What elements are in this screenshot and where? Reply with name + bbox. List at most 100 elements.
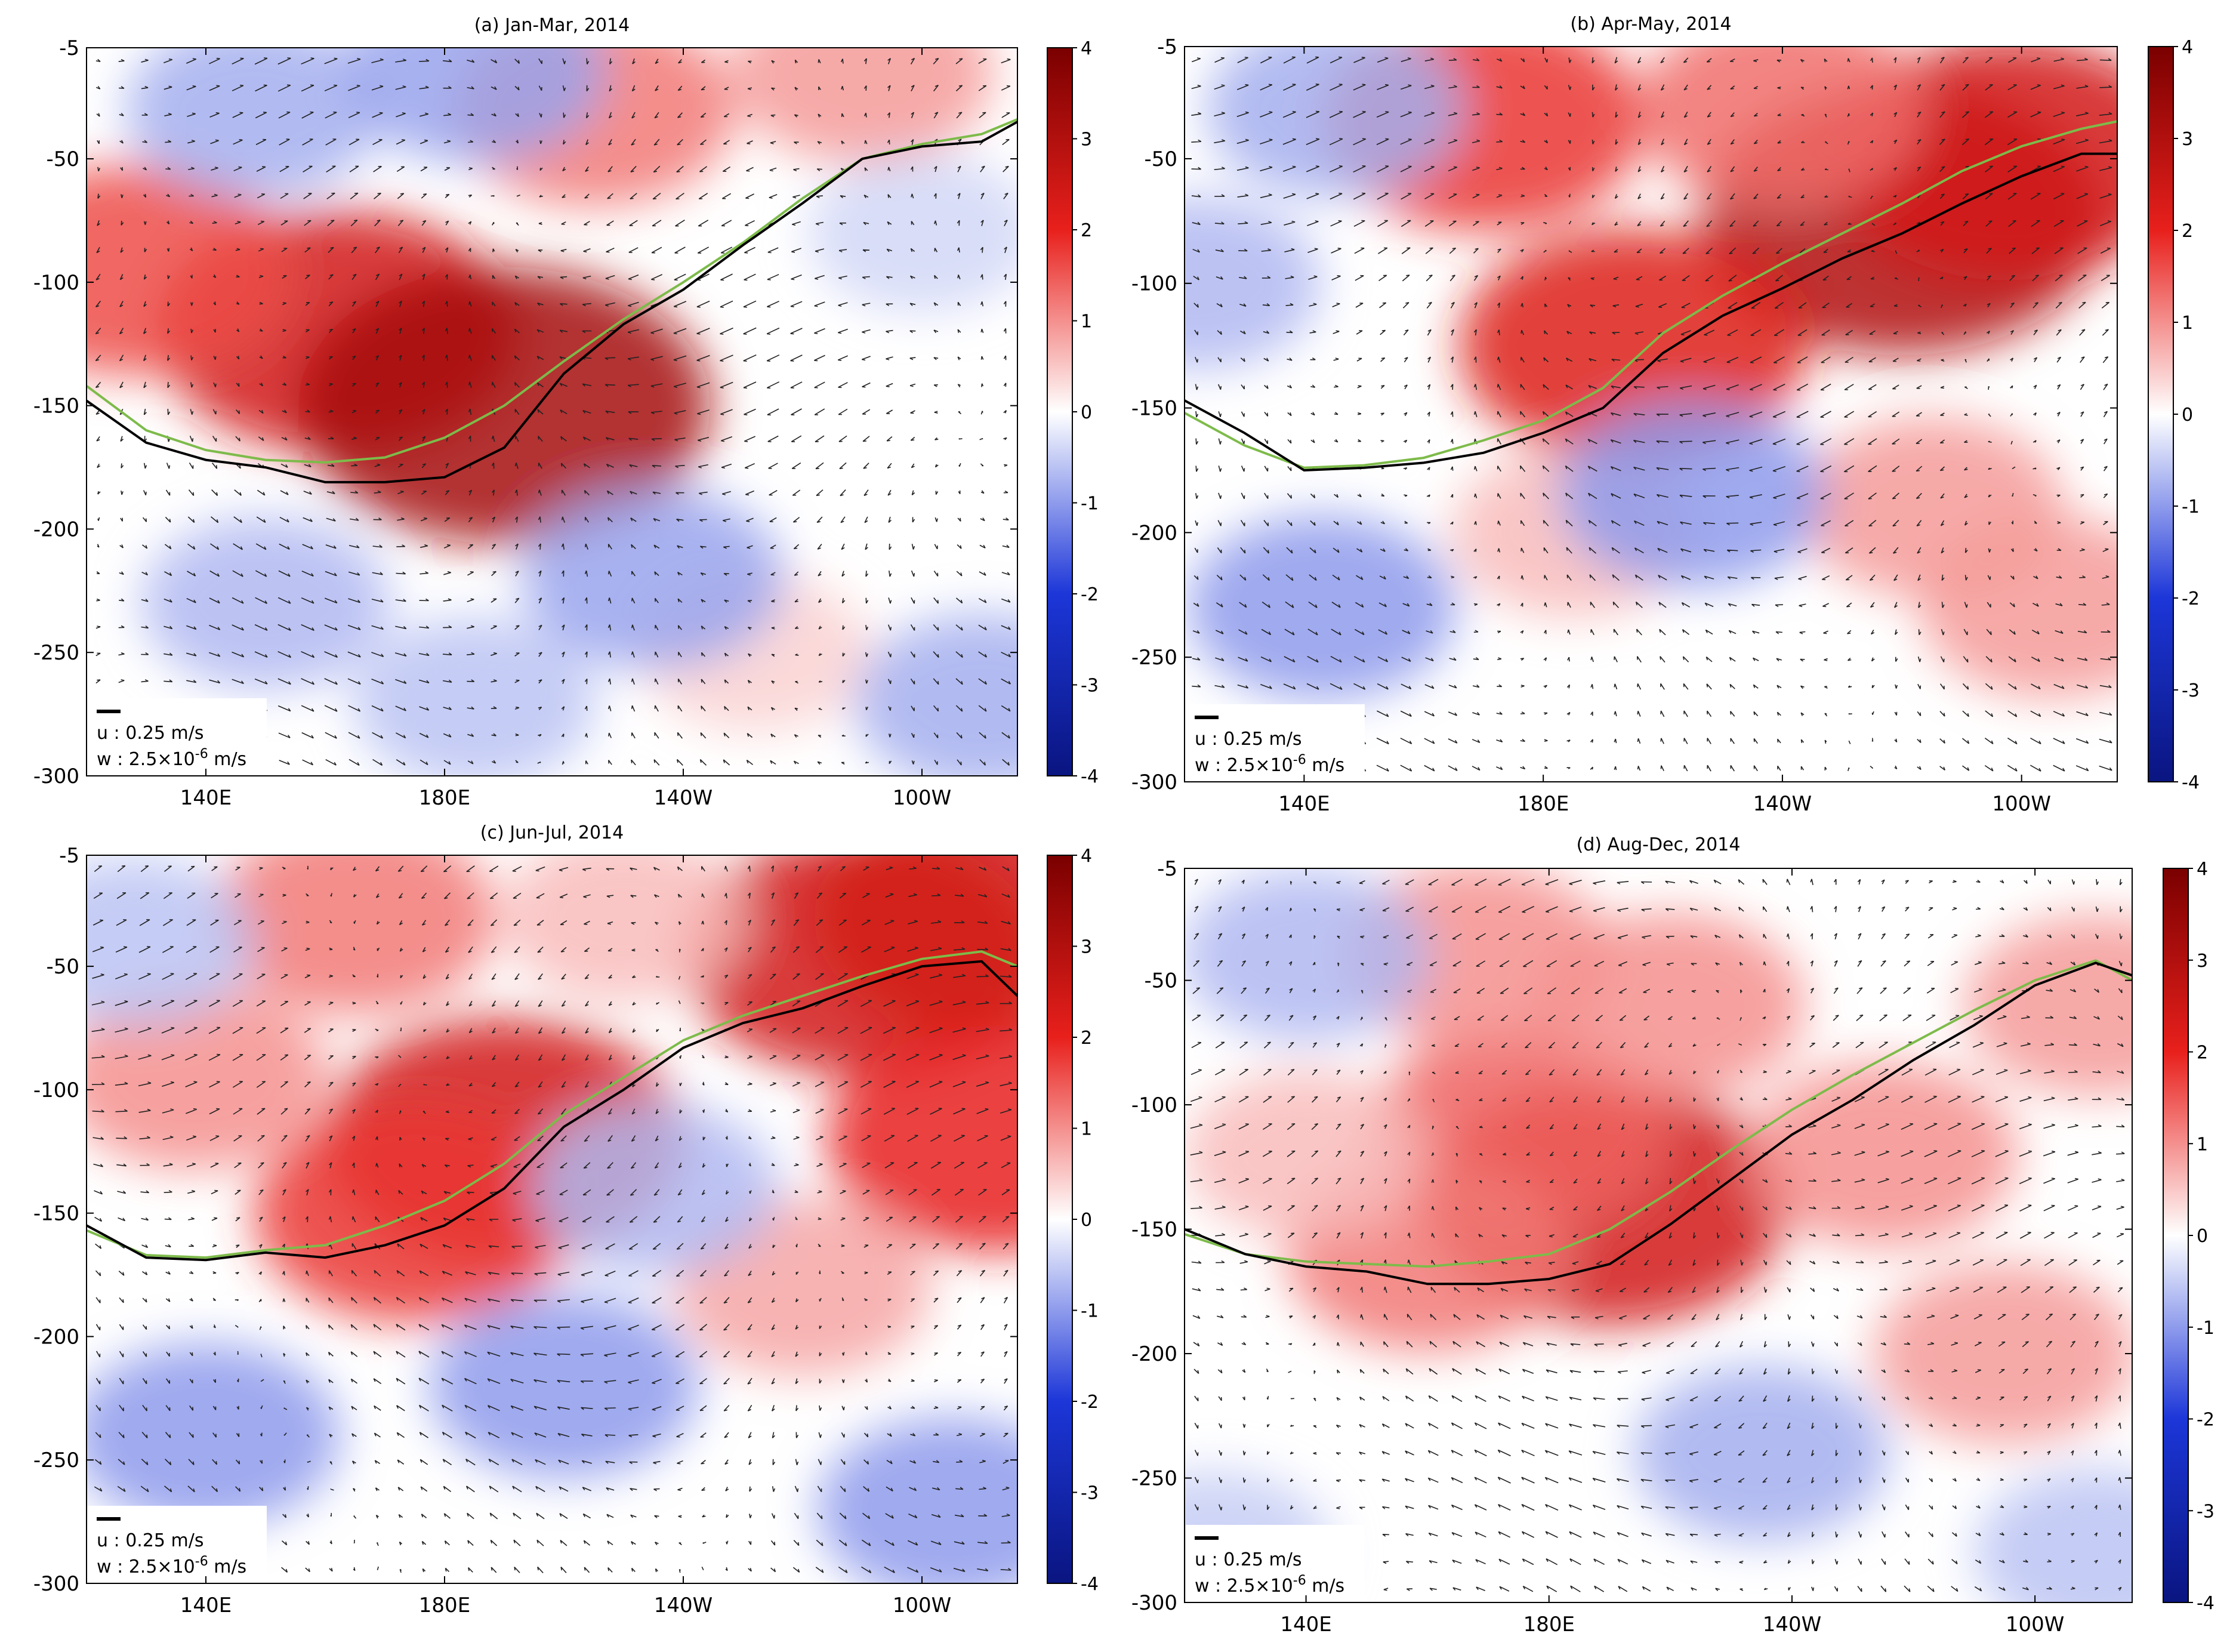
thermocline-observed-line [87,960,1017,1262]
colorbar-tick-label: -1 [1081,494,1099,514]
panel-title: (c) Jun-Jul, 2014 [480,822,624,843]
colorbar: 4 3 2 1 0 -1 -2 -3 -4 [2148,37,2200,793]
y-tick-label: -100 [33,1078,79,1102]
anomaly-blob [87,985,328,1170]
y-tick-label: -50 [1144,969,1177,993]
colorbar-tick-label: 0 [2197,1226,2208,1247]
colorbar-tick-label: 2 [1081,220,1092,241]
thermocline-observed-line [1185,152,2117,472]
arrow-field [95,57,1011,766]
y-tick-label: -300 [1131,770,1177,794]
legend-w-label: w : 2.5×10-6 m/s [97,747,246,770]
colorbar-tick-label: 0 [1081,402,1092,423]
anomaly-blob [430,1293,698,1479]
y-tick-label: -50 [46,147,79,171]
y-tick-label: -5 [1157,35,1177,59]
colorbar-tick-label: 3 [1081,130,1092,150]
colorbar-tick-label: 3 [1081,937,1092,958]
x-tick-label: 140W [1763,1613,1822,1636]
colorbar-tick-label: -4 [1081,766,1099,787]
plot-frame [86,855,1018,1584]
colorbar-tick-label: 0 [1081,1210,1092,1231]
y-tick-label: -250 [33,1448,79,1472]
panel-title: (b) Apr-May, 2014 [1570,14,1731,35]
colorbar-gradient [2163,868,2189,1603]
colorbar-gradient [1047,47,1073,776]
y-tick-label: -200 [1131,1342,1177,1366]
panel-a: u : 0.25 m/s w : 2.5×10-6 m/s 140E 180E 140W… [33,15,1099,810]
legend-u-label: u : 0.25 m/s [1195,1549,1302,1570]
legend-w-label: w : 2.5×10-6 m/s [1195,753,1344,776]
colorbar-gradient [2148,46,2174,782]
panel-c: u : 0.25 m/s w : 2.5×10-6 m/s 140E 180E 140W… [33,822,1099,1617]
colorbar-tick-label: -2 [1081,584,1099,605]
colorbar-tick-label: 1 [1081,312,1092,332]
arrow-field [1190,879,2125,1592]
colorbar-tick-label: 4 [1081,38,1092,59]
y-tick-label: -300 [33,765,79,788]
anomaly-blob [1638,47,1927,208]
colorbar-tick-label: 3 [2182,129,2193,150]
x-tick-label: 100W [893,786,952,810]
plot-frame [86,47,1018,776]
legend-w-label: w : 2.5×10-6 m/s [1195,1573,1344,1596]
panel-title: (d) Aug-Dec, 2014 [1577,834,1741,855]
y-tick-label: -300 [33,1572,79,1596]
anomaly-blob [731,48,994,163]
anomaly-blob [214,855,496,1014]
y-tick-label: -200 [33,517,79,541]
y-tick-label: -250 [33,641,79,665]
colorbar-tick-label: 4 [2182,37,2193,58]
thermocline-reference-line [87,950,1017,1259]
y-tick-label: -5 [1157,857,1177,881]
thermocline-observed-line [87,121,1017,483]
panel-d: u : 0.25 m/s w : 2.5×10-6 m/s 140E 180E 140W… [1131,834,2215,1636]
x-tick-label: 140W [654,786,713,810]
colorbar-tick-label: 1 [2197,1134,2208,1155]
y-tick-label: -150 [33,394,79,418]
colorbar-tick-label: 0 [2182,405,2193,426]
colorbar-tick-label: 1 [1081,1119,1092,1140]
x-tick-label: 140E [180,786,232,810]
colorbar-gradient [1047,855,1073,1584]
colorbar-tick-label: -3 [2197,1501,2215,1522]
anomaly-blob [1185,197,1321,370]
colorbar-tick-label: 2 [2182,221,2193,242]
x-tick-label: 140E [180,1594,232,1617]
y-tick-label: -150 [33,1202,79,1226]
colorbar: 4 3 2 1 0 -1 -2 -3 -4 [1047,846,1099,1595]
x-tick-label: 180E [1518,792,1569,816]
y-tick-label: -200 [33,1325,79,1349]
x-tick-label: 140W [1753,792,1812,816]
velocity-arrows [91,865,1013,1574]
anomaly-blob [1459,228,1807,464]
y-tick-label: -250 [1131,646,1177,670]
colorbar-tick-label: -3 [2182,680,2200,701]
vector-legend: u : 0.25 m/s w : 2.5×10-6 m/s [88,1506,267,1583]
arrow-field [91,865,1013,1574]
anomaly-blob [807,153,1017,313]
x-tick-label: 140E [1278,792,1330,816]
legend-u-label: u : 0.25 m/s [97,723,204,744]
vector-legend: u : 0.25 m/s w : 2.5×10-6 m/s [88,698,267,776]
anomaly-blob [854,613,1017,776]
colorbar-tick-label: 4 [1081,846,1092,867]
anomaly-blob [1558,402,1827,588]
legend-u-label: u : 0.25 m/s [1195,729,1302,750]
anomaly-blob [1974,1468,2132,1602]
y-tick-label: -250 [1131,1467,1177,1491]
anomaly-blob [87,1342,340,1528]
colorbar-tick-label: -4 [1081,1574,1099,1595]
arrow-field [1191,56,2112,772]
colorbar-tick-label: -3 [1081,676,1099,696]
anomaly-blob [818,1416,1017,1583]
anomaly-blob [522,488,785,669]
colorbar-tick-label: -2 [2182,588,2200,609]
anomaly-blob [126,48,381,198]
anomaly-blob [87,857,255,1026]
x-tick-label: 140E [1280,1613,1331,1636]
colorbar-tick-label: -4 [2197,1593,2215,1614]
anomaly-blob [1188,514,1457,700]
anomaly-blob [1185,869,1431,1042]
x-tick-label: 100W [2006,1613,2065,1636]
